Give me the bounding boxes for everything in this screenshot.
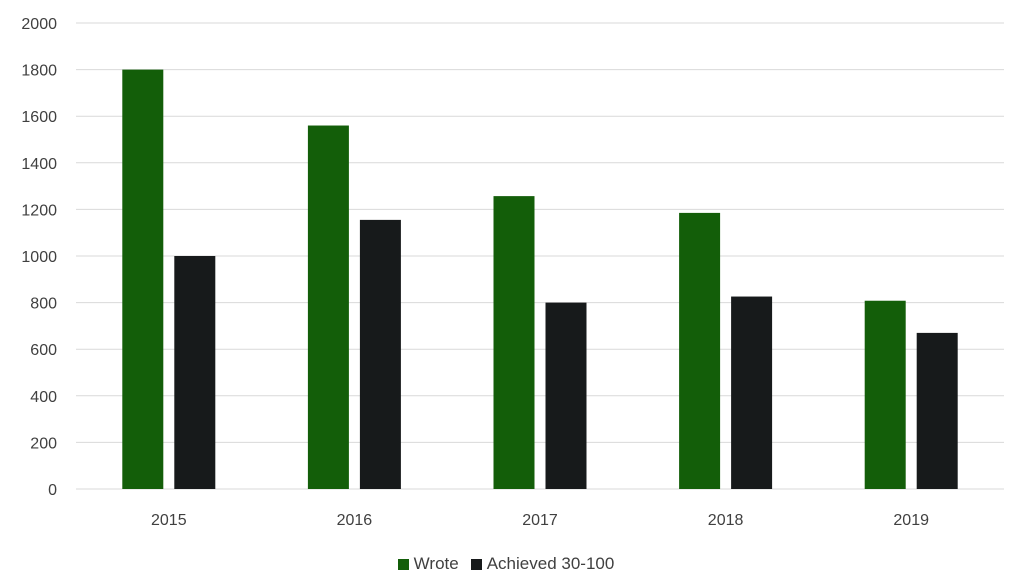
bar-achieved-2016	[359, 219, 401, 489]
x-tick-label: 2019	[893, 512, 929, 529]
legend-item-achieved: Achieved 30-100	[470, 554, 615, 574]
legend-swatch-wrote	[397, 558, 409, 570]
x-axis-ticks: 2015 2016 2017 2018 2019	[151, 512, 929, 529]
bar-wrote-2018	[679, 212, 721, 489]
y-axis-ticks: 0 200 400 600 800 1000 1200 1400 1600 1800 2000	[21, 16, 57, 499]
bar-wrote-2015	[122, 69, 164, 489]
bar-achieved-2017	[545, 302, 587, 489]
x-tick-label: 2016	[337, 512, 373, 529]
bars	[122, 69, 958, 490]
bar-achieved-2015	[174, 256, 216, 489]
y-tick-label: 800	[30, 296, 57, 313]
y-tick-label: 1800	[21, 63, 57, 80]
x-tick-label: 2017	[522, 512, 558, 529]
legend-item-wrote: Wrote	[397, 554, 459, 574]
bar-wrote-2016	[307, 125, 349, 490]
bar-achieved-2019	[916, 332, 958, 489]
bar-achieved-2018	[731, 296, 773, 489]
bar-wrote-2019	[864, 300, 906, 489]
y-tick-label: 2000	[21, 16, 57, 33]
legend-label-wrote: Wrote	[413, 554, 459, 573]
legend: Wrote Achieved 30-100	[0, 554, 1012, 574]
y-tick-label: 1200	[21, 202, 57, 219]
y-tick-label: 1600	[21, 109, 57, 126]
x-tick-label: 2015	[151, 512, 187, 529]
y-tick-label: 0	[48, 482, 57, 499]
bar-wrote-2017	[493, 196, 535, 489]
y-tick-label: 200	[30, 435, 57, 452]
y-tick-label: 600	[30, 342, 57, 359]
y-tick-label: 400	[30, 389, 57, 406]
x-tick-label: 2018	[708, 512, 744, 529]
legend-label-achieved: Achieved 30-100	[486, 554, 615, 573]
y-tick-label: 1000	[21, 249, 57, 266]
gridlines	[76, 22, 1004, 490]
y-tick-label: 1400	[21, 156, 57, 173]
legend-swatch-achieved	[470, 558, 482, 570]
